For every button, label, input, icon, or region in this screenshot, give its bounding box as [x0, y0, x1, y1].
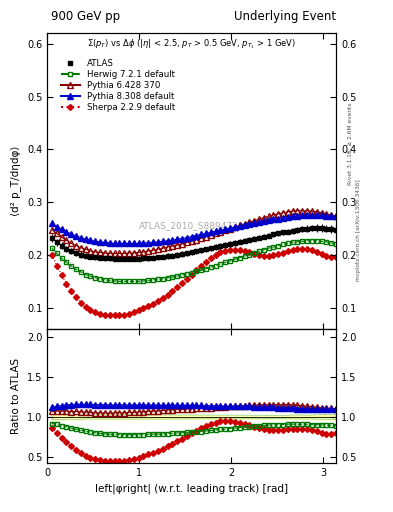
Text: $\Sigma(p_T)$ vs $\Delta\phi$ ($|\eta|$ < 2.5, $p_T$ > 0.5 GeV, $p_{T_1}$ > 1 Ge: $\Sigma(p_T)$ vs $\Delta\phi$ ($|\eta|$ …	[87, 38, 296, 51]
Herwig 7.2.1 default	[151, 277, 156, 283]
Text: Rivet 3.1.10, ≥ 2.6M events: Rivet 3.1.10, ≥ 2.6M events	[348, 102, 353, 184]
Herwig 7.2.1 default	[136, 279, 141, 285]
Text: 900 GeV pp: 900 GeV pp	[51, 10, 120, 23]
Pythia 6.428 370	[107, 250, 112, 257]
Line: Pythia 8.308 default: Pythia 8.308 default	[49, 212, 339, 246]
Pythia 8.308 default	[98, 239, 103, 245]
Herwig 7.2.1 default	[305, 238, 309, 244]
Sherpa 2.2.9 default	[50, 252, 54, 258]
Sherpa 2.2.9 default	[107, 312, 112, 318]
Text: Underlying Event: Underlying Event	[234, 10, 336, 23]
Line: Herwig 7.2.1 default: Herwig 7.2.1 default	[50, 239, 338, 284]
Pythia 8.308 default	[146, 240, 151, 246]
Pythia 6.428 370	[295, 208, 300, 214]
Sherpa 2.2.9 default	[334, 253, 338, 260]
Line: Pythia 6.428 370: Pythia 6.428 370	[49, 208, 339, 256]
Herwig 7.2.1 default	[146, 278, 151, 284]
Sherpa 2.2.9 default	[146, 303, 151, 309]
Herwig 7.2.1 default	[233, 256, 237, 262]
Pythia 6.428 370	[98, 249, 103, 255]
Herwig 7.2.1 default	[127, 279, 131, 285]
Y-axis label: Ratio to ATLAS: Ratio to ATLAS	[11, 358, 21, 434]
Pythia 6.428 370	[136, 249, 141, 255]
Sherpa 2.2.9 default	[300, 246, 305, 252]
Pythia 6.428 370	[127, 250, 131, 256]
Pythia 8.308 default	[334, 214, 338, 220]
Legend: ATLAS, Herwig 7.2.1 default, Pythia 6.428 370, Pythia 8.308 default, Sherpa 2.2.: ATLAS, Herwig 7.2.1 default, Pythia 6.42…	[57, 55, 178, 116]
Sherpa 2.2.9 default	[136, 307, 141, 313]
Herwig 7.2.1 default	[334, 241, 338, 247]
Pythia 6.428 370	[151, 247, 156, 253]
X-axis label: left|φright| (w.r.t. leading track) [rad]: left|φright| (w.r.t. leading track) [rad…	[95, 484, 288, 494]
Pythia 8.308 default	[127, 240, 131, 246]
Pythia 8.308 default	[151, 239, 156, 245]
Pythia 6.428 370	[50, 227, 54, 233]
Pythia 8.308 default	[50, 220, 54, 226]
Pythia 6.428 370	[334, 213, 338, 219]
Sherpa 2.2.9 default	[151, 301, 156, 307]
Herwig 7.2.1 default	[117, 279, 122, 285]
Sherpa 2.2.9 default	[233, 247, 237, 253]
Text: mcplots.cern.ch [arXiv:1306.3436]: mcplots.cern.ch [arXiv:1306.3436]	[356, 180, 361, 281]
Pythia 6.428 370	[146, 248, 151, 254]
Pythia 8.308 default	[112, 240, 117, 246]
Pythia 8.308 default	[136, 240, 141, 246]
Pythia 6.428 370	[233, 224, 237, 230]
Herwig 7.2.1 default	[98, 276, 103, 282]
Herwig 7.2.1 default	[50, 245, 54, 251]
Pythia 8.308 default	[300, 212, 305, 219]
Text: ATLAS_2010_S8894728: ATLAS_2010_S8894728	[139, 221, 244, 230]
Line: Sherpa 2.2.9 default: Sherpa 2.2.9 default	[50, 247, 338, 317]
Y-axis label: ⟨d² p_T/dηdφ⟩: ⟨d² p_T/dηdφ⟩	[11, 146, 21, 216]
Sherpa 2.2.9 default	[127, 311, 131, 317]
Sherpa 2.2.9 default	[98, 311, 103, 317]
Pythia 8.308 default	[233, 224, 237, 230]
